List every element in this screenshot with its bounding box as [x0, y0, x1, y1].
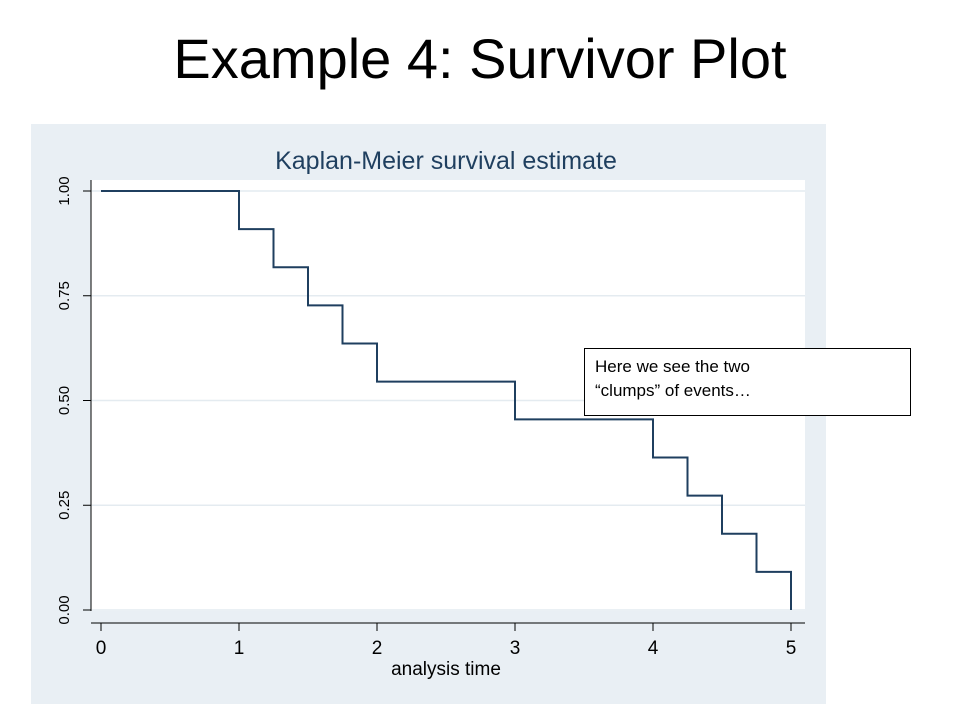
slide-title: Example 4: Survivor Plot — [173, 27, 787, 90]
y-tick-label: 0.00 — [56, 595, 73, 624]
x-tick-label: 4 — [648, 638, 659, 659]
x-tick-label: 1 — [234, 638, 245, 659]
x-tick-label: 2 — [372, 638, 383, 659]
y-tick-label: 0.50 — [56, 386, 73, 415]
x-tick-label: 3 — [510, 638, 521, 659]
y-tick-label: 1.00 — [56, 176, 73, 205]
survival-curve — [101, 190, 792, 610]
annotation-line-2: “clumps” of events… — [595, 381, 751, 400]
annotation-box: Here we see the two “clumps” of events… — [584, 348, 911, 416]
y-tick-label: 0.25 — [56, 491, 73, 520]
x-tick-label: 5 — [786, 638, 797, 659]
chart-panel: Kaplan-Meier survival estimate 0.00 0.25 0… — [31, 124, 911, 704]
annotation-line-1: Here we see the two — [595, 357, 750, 376]
axis-layer: 0.00 0.25 0.50 0.75 1.00 0 1 2 3 4 5 — [56, 176, 796, 659]
x-axis-label: analysis time — [391, 659, 501, 680]
series-layer — [101, 190, 792, 610]
chart-title: Kaplan-Meier survival estimate — [275, 147, 617, 175]
y-tick-label: 0.75 — [56, 281, 73, 310]
x-tick-label: 0 — [96, 638, 107, 659]
